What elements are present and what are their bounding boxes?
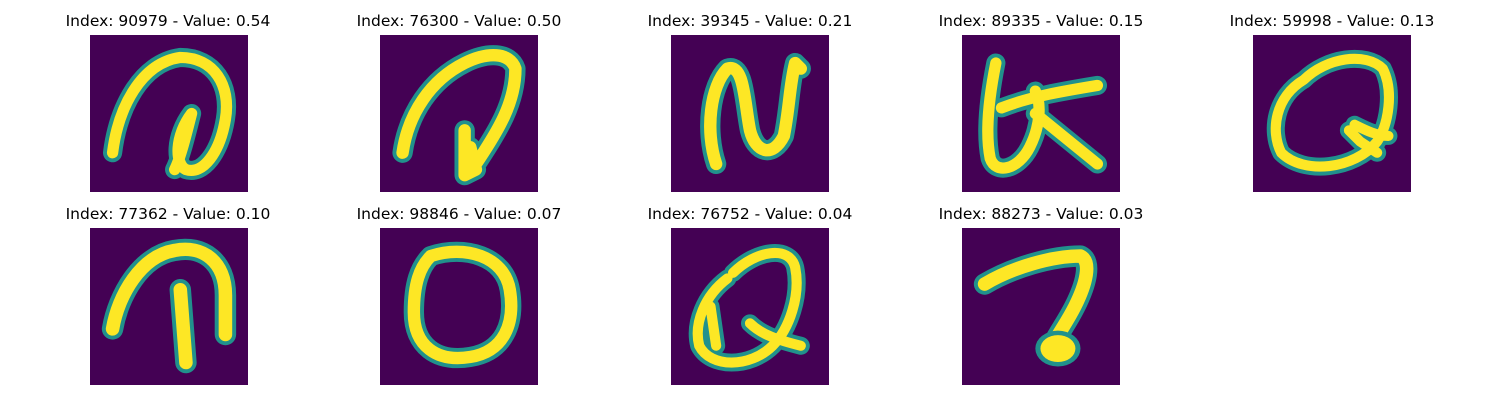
- panel-title: Index: 89335 - Value: 0.15: [938, 12, 1144, 30]
- panel-title: Index: 39345 - Value: 0.21: [647, 12, 853, 30]
- glyph-image: [671, 35, 829, 192]
- panel-title: Index: 88273 - Value: 0.03: [938, 205, 1144, 223]
- glyph-image: [90, 228, 248, 385]
- panel-title: Index: 77362 - Value: 0.10: [65, 205, 271, 223]
- panel-title: Index: 76752 - Value: 0.04: [647, 205, 853, 223]
- glyph-image: [962, 228, 1120, 385]
- glyph-image: [380, 228, 538, 385]
- glyph-image: [1253, 35, 1411, 192]
- glyph-image: [671, 228, 829, 385]
- glyph-image: [90, 35, 248, 192]
- panel-title: Index: 76300 - Value: 0.50: [356, 12, 562, 30]
- glyph-image: [380, 35, 538, 192]
- glyph-image: [962, 35, 1120, 192]
- panel-title: Index: 59998 - Value: 0.13: [1229, 12, 1435, 30]
- panel-title: Index: 98846 - Value: 0.07: [356, 205, 562, 223]
- panel-title: Index: 90979 - Value: 0.54: [65, 12, 271, 30]
